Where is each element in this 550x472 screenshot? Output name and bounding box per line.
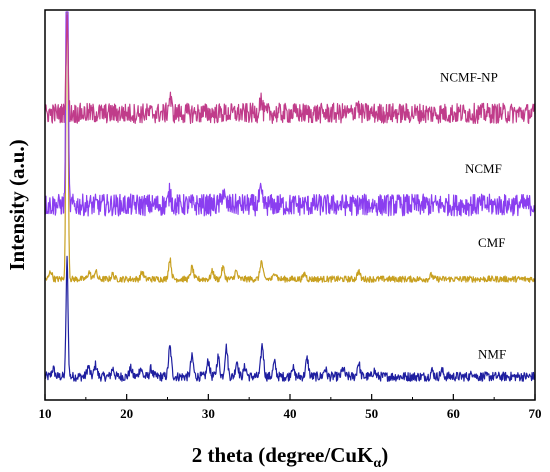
x-axis-title-main: 2 theta (degree/CuK (192, 443, 374, 467)
series-label-ncmf-np: NCMF-NP (440, 69, 498, 84)
x-tick-label-40: 40 (284, 406, 297, 421)
series-label-nmf: NMF (478, 347, 506, 362)
x-tick-label-30: 30 (202, 406, 215, 421)
series-labels: NMF CMF NCMF NCMF-NP (440, 69, 506, 361)
x-axis-title: 2 theta (degree/CuKα) (192, 443, 388, 471)
series-line-cmf (44, 11, 536, 283)
series-line-ncmf-np (44, 14, 536, 125)
y-axis-title: Intensity (a.u.) (5, 139, 29, 270)
x-axis-title-suffix: ) (381, 443, 388, 467)
x-tick-label-60: 60 (447, 406, 460, 421)
x-tick-label-50: 50 (365, 406, 378, 421)
series-layer (44, 11, 536, 382)
series-line-nmf (44, 255, 536, 382)
series-line-ncmf (44, 11, 536, 217)
x-tick-label-20: 20 (120, 406, 133, 421)
series-label-ncmf: NCMF (465, 161, 502, 176)
x-axis-ticks: 10 20 30 40 50 60 70 (39, 394, 542, 421)
series-label-cmf: CMF (478, 235, 505, 250)
x-tick-label-10: 10 (39, 406, 52, 421)
x-axis-title-subscript: α (373, 456, 381, 471)
x-tick-label-70: 70 (529, 406, 542, 421)
